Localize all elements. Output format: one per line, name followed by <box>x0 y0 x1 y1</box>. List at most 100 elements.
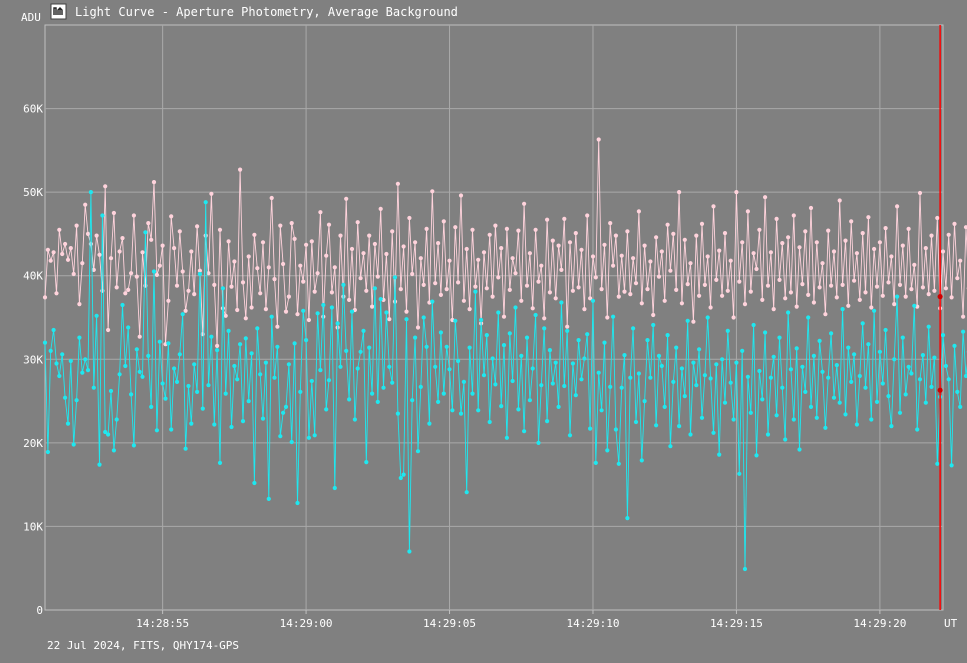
data-point <box>840 282 845 287</box>
data-point <box>146 221 151 226</box>
data-point <box>559 300 564 305</box>
data-point <box>576 285 581 290</box>
app-logo-icon <box>50 3 67 20</box>
data-point <box>691 360 696 365</box>
data-point <box>315 271 320 276</box>
data-point <box>260 416 266 421</box>
data-point <box>223 391 228 396</box>
data-point <box>212 422 217 427</box>
data-point <box>367 345 372 350</box>
data-point <box>108 256 114 261</box>
data-point <box>699 221 705 226</box>
data-point <box>424 344 429 349</box>
data-point <box>275 344 280 349</box>
data-point <box>579 377 584 382</box>
data-point <box>734 190 739 195</box>
data-point <box>717 248 722 253</box>
data-point <box>286 294 291 299</box>
data-point <box>120 236 125 241</box>
data-point <box>895 204 900 209</box>
data-point <box>438 292 443 297</box>
data-point <box>209 191 214 196</box>
data-point <box>636 371 642 376</box>
data-point <box>269 314 274 319</box>
data-point <box>137 334 142 339</box>
data-point <box>458 411 464 416</box>
data-point <box>946 377 951 382</box>
data-point <box>662 298 667 303</box>
data-point <box>671 379 676 384</box>
data-point <box>157 339 162 344</box>
data-point <box>48 348 53 353</box>
data-point <box>613 233 619 238</box>
time-cursor[interactable] <box>937 25 943 610</box>
data-point <box>292 236 297 241</box>
data-point <box>524 283 530 288</box>
data-point <box>593 460 598 465</box>
data-point <box>820 369 825 374</box>
title-bar: Light Curve - Aperture Photometry, Avera… <box>50 3 458 20</box>
data-point <box>955 276 960 281</box>
data-point <box>157 263 162 268</box>
data-point <box>195 224 200 229</box>
data-point <box>83 357 88 362</box>
data-point <box>915 427 920 432</box>
data-point <box>103 429 108 435</box>
data-point <box>852 278 857 283</box>
data-point <box>530 306 535 311</box>
data-point <box>659 363 664 369</box>
data-point <box>613 427 619 432</box>
chart-grid <box>44 24 944 614</box>
data-point <box>714 362 719 367</box>
cursor-marker <box>937 387 943 393</box>
data-point <box>370 391 375 396</box>
data-point <box>421 315 426 320</box>
data-point <box>484 333 489 338</box>
data-point <box>952 221 957 226</box>
data-point <box>645 287 650 292</box>
data-point <box>85 231 91 236</box>
data-point <box>131 213 136 218</box>
data-point <box>943 286 949 291</box>
y-tick-label: 60K <box>23 103 43 116</box>
data-point <box>97 252 102 257</box>
data-point <box>722 400 728 405</box>
data-point <box>737 471 742 476</box>
data-point <box>685 282 690 287</box>
data-point <box>943 363 949 369</box>
data-point <box>596 370 601 375</box>
data-point <box>636 209 642 214</box>
data-point <box>85 368 91 373</box>
data-point <box>232 363 237 369</box>
data-point <box>768 375 774 380</box>
data-point <box>797 447 802 452</box>
data-point <box>892 357 897 362</box>
data-point <box>605 448 610 453</box>
data-point <box>745 209 751 214</box>
data-point <box>74 398 79 403</box>
data-point <box>192 292 197 297</box>
data-point <box>186 288 191 293</box>
data-point <box>786 310 791 315</box>
data-point <box>814 240 819 245</box>
data-point <box>605 315 610 320</box>
data-point <box>387 364 392 369</box>
data-point <box>243 336 248 341</box>
data-point <box>183 446 188 451</box>
data-point <box>961 329 966 334</box>
data-point <box>556 243 561 248</box>
data-point <box>481 373 487 378</box>
data-point <box>436 241 441 246</box>
data-point <box>880 293 885 298</box>
data-point <box>88 241 93 247</box>
data-point <box>860 321 865 326</box>
data-point <box>496 275 501 280</box>
data-point <box>651 312 656 318</box>
data-point <box>392 299 398 304</box>
data-point <box>467 345 472 350</box>
data-point <box>137 369 142 374</box>
data-point <box>461 298 466 303</box>
data-point <box>831 395 837 400</box>
data-point <box>220 286 225 291</box>
